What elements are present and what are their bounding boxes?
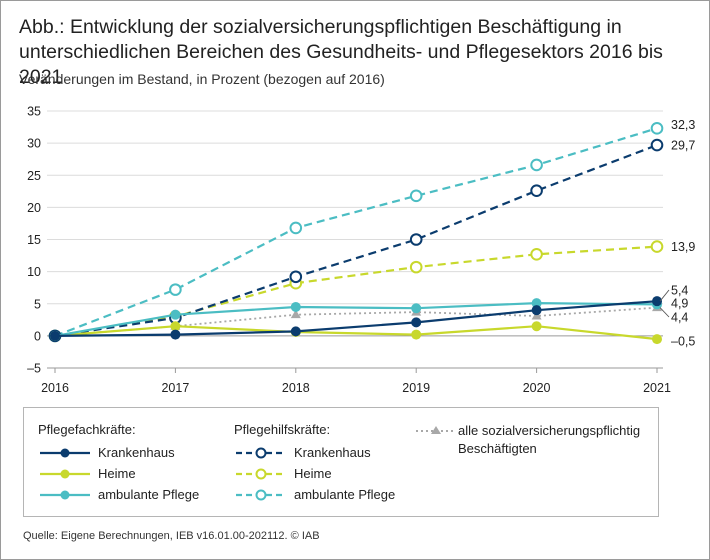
data-point <box>169 283 182 296</box>
end-labels: 5,4 –0,5 4,9 29,7 13,9 32,3 4,4 <box>659 118 695 349</box>
y-tick-label: 35 <box>27 105 41 119</box>
x-tick-label: 2016 <box>41 381 69 395</box>
legend-label-alle-line1: alle sozialversicherungspflichtig <box>458 423 641 438</box>
y-tick-label: 10 <box>27 265 41 279</box>
data-point <box>50 330 60 341</box>
data-point <box>290 326 301 337</box>
series-line-hilf_heime <box>54 245 658 337</box>
data-point <box>290 309 301 319</box>
series-layer <box>48 122 664 345</box>
end-label-alle: 4,4 <box>671 311 688 325</box>
x-tick-label: 2021 <box>643 381 671 395</box>
legend-swatch-fach-heime <box>40 469 90 479</box>
series-line-hilf_krankenhaus <box>54 144 658 337</box>
label-leader <box>659 289 670 302</box>
grid-lines <box>47 110 663 369</box>
data-point <box>531 310 542 320</box>
end-label-fach_krankenhaus: 5,4 <box>671 284 688 298</box>
legend-label-fach-heime: Heime <box>98 466 136 481</box>
axes: –5 0 5 10 15 20 25 30 35 2016 2017 2018 2019 2020 2021 <box>27 105 671 396</box>
x-tick-label: 2020 <box>523 381 551 395</box>
data-point <box>170 329 181 340</box>
data-point <box>650 138 664 152</box>
data-point <box>650 122 664 135</box>
chart-subtitle: Veränderungen im Bestand, in Prozent (be… <box>19 71 385 87</box>
end-label-fach_heime: –0,5 <box>671 335 695 349</box>
legend-swatch-hilf-krankenhaus <box>236 447 286 459</box>
series-line-fach_krankenhaus <box>54 300 658 337</box>
data-point <box>531 321 542 332</box>
source-note: Quelle: Eigene Berechnungen, IEB v16.01.… <box>23 530 320 542</box>
y-tick-label: 5 <box>34 297 41 311</box>
data-point <box>530 184 543 197</box>
data-point <box>409 233 423 246</box>
legend: Pflegefachkräfte: Pflegehilfskräfte: Kra… <box>23 407 659 517</box>
legend-swatch-hilf-ambulant <box>236 489 286 501</box>
y-tick-label: 25 <box>27 169 41 183</box>
end-label-hilf_ambulant: 32,3 <box>671 118 695 132</box>
x-tick-label: 2019 <box>402 381 430 395</box>
series-line-fach_heime <box>54 325 658 341</box>
data-point <box>652 334 662 345</box>
end-label-hilf_krankenhaus: 29,7 <box>671 139 695 153</box>
x-tick-label: 2018 <box>282 381 310 395</box>
data-point <box>289 221 303 235</box>
legend-swatch-hilf-heime <box>236 468 286 480</box>
y-tick-label: 30 <box>27 137 41 151</box>
label-leader <box>659 307 670 318</box>
data-point <box>531 305 542 316</box>
data-point <box>411 329 422 340</box>
legend-label-fach-ambulant: ambulante Pflege <box>98 487 200 502</box>
line-chart: –5 0 5 10 15 20 25 30 35 2016 2017 2018 2019 2020 2021… <box>27 105 695 396</box>
data-point <box>411 303 422 314</box>
data-point <box>409 189 423 203</box>
legend-swatch-fach-krankenhaus <box>40 448 90 458</box>
data-point <box>411 317 422 328</box>
y-tick-label: –5 <box>27 362 41 376</box>
y-tick-label: 20 <box>27 201 41 215</box>
end-label-hilf_heime: 13,9 <box>671 240 695 254</box>
data-point <box>170 321 181 332</box>
legend-label-hilf-krankenhaus: Krankenhaus <box>294 445 371 460</box>
chart-title: Abb.: Entwicklung der sozialversicherung… <box>19 16 663 88</box>
data-point <box>289 270 303 284</box>
series-hilf_krankenhaus <box>48 138 664 343</box>
legend-swatch-fach-ambulant <box>40 490 90 500</box>
legend-swatch-alle <box>416 426 456 434</box>
data-point <box>652 296 662 307</box>
end-label-fach_ambulant: 4,9 <box>671 297 688 311</box>
series-fach_heime <box>50 321 662 345</box>
data-point <box>531 298 542 309</box>
series-line-fach_ambulant <box>54 302 658 337</box>
legend-label-hilf-heime: Heime <box>294 466 332 481</box>
data-point <box>530 247 543 261</box>
data-point <box>290 301 301 312</box>
data-point <box>530 158 543 172</box>
legend-group-hilfskraefte-title: Pflegehilfskräfte: <box>234 422 331 437</box>
data-point <box>170 309 181 320</box>
series-fach_krankenhaus <box>50 296 662 341</box>
data-point <box>650 240 664 253</box>
series-line-hilf_ambulant <box>54 127 658 337</box>
data-point <box>409 260 423 274</box>
y-tick-label: 15 <box>27 233 41 247</box>
legend-group-fachkraefte-title: Pflegefachkräfte: <box>38 422 136 437</box>
legend-label-hilf-ambulant: ambulante Pflege <box>294 487 396 502</box>
x-tick-label: 2017 <box>161 381 189 395</box>
legend-label-fach-krankenhaus: Krankenhaus <box>98 445 175 460</box>
y-tick-label: 0 <box>34 329 41 343</box>
legend-label-alle-line2: Beschäftigten <box>458 441 537 456</box>
